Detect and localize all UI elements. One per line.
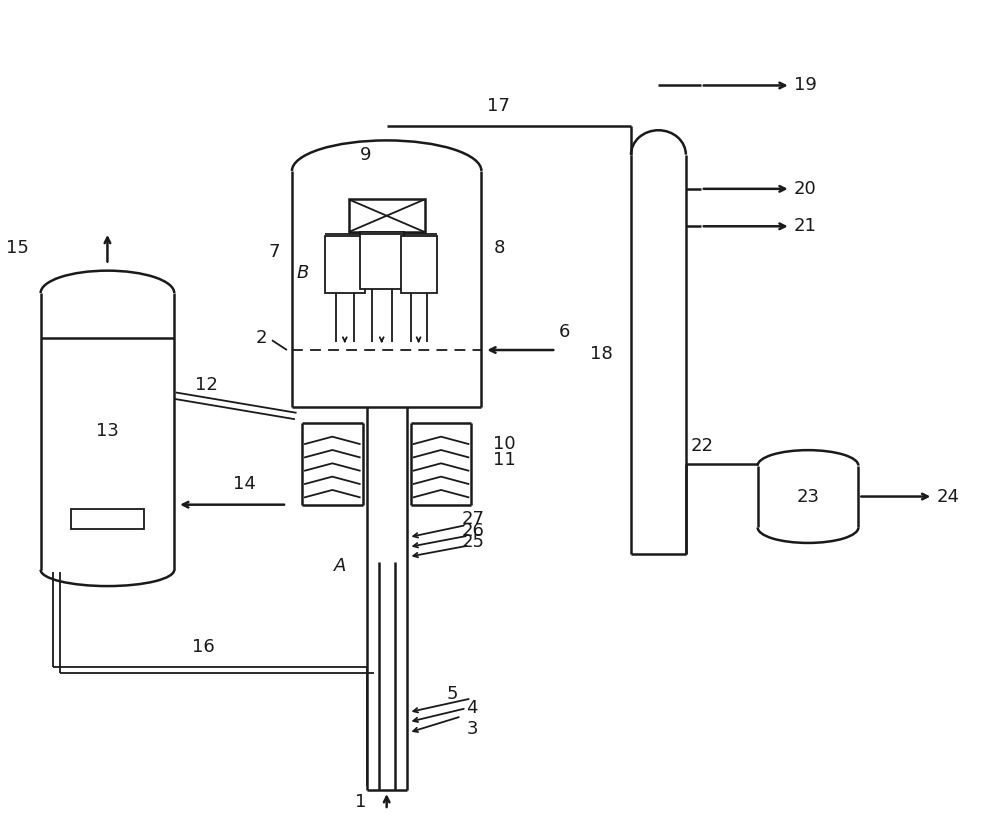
Text: 2: 2 bbox=[256, 329, 267, 347]
Text: 6: 6 bbox=[559, 323, 571, 341]
Text: 14: 14 bbox=[233, 475, 256, 493]
Text: 11: 11 bbox=[493, 451, 516, 469]
Text: 12: 12 bbox=[195, 375, 218, 394]
Text: 19: 19 bbox=[794, 77, 816, 94]
Text: 5: 5 bbox=[447, 685, 458, 702]
Text: 24: 24 bbox=[936, 488, 959, 505]
Bar bbox=[71, 509, 144, 529]
Text: 10: 10 bbox=[493, 435, 516, 453]
Bar bbox=[325, 236, 365, 293]
Text: 3: 3 bbox=[466, 720, 478, 738]
Text: 1: 1 bbox=[355, 793, 367, 811]
Bar bbox=[360, 232, 404, 289]
Text: 21: 21 bbox=[794, 217, 816, 235]
Text: 7: 7 bbox=[268, 243, 280, 261]
Text: 4: 4 bbox=[466, 699, 478, 717]
Bar bbox=[401, 236, 437, 293]
Text: 27: 27 bbox=[461, 510, 484, 528]
Text: 22: 22 bbox=[691, 437, 714, 455]
Text: 15: 15 bbox=[6, 239, 29, 257]
Text: 8: 8 bbox=[493, 239, 505, 257]
Text: 18: 18 bbox=[590, 345, 613, 363]
Text: B: B bbox=[297, 264, 309, 282]
Text: A: A bbox=[334, 557, 347, 575]
Text: 9: 9 bbox=[360, 146, 372, 164]
Text: 20: 20 bbox=[794, 180, 816, 198]
Text: 26: 26 bbox=[461, 522, 484, 540]
Text: 16: 16 bbox=[192, 638, 215, 656]
Bar bbox=[349, 199, 425, 232]
Text: 25: 25 bbox=[461, 533, 484, 551]
Text: 17: 17 bbox=[487, 97, 510, 115]
Text: 23: 23 bbox=[797, 488, 820, 505]
Text: 13: 13 bbox=[96, 422, 119, 440]
